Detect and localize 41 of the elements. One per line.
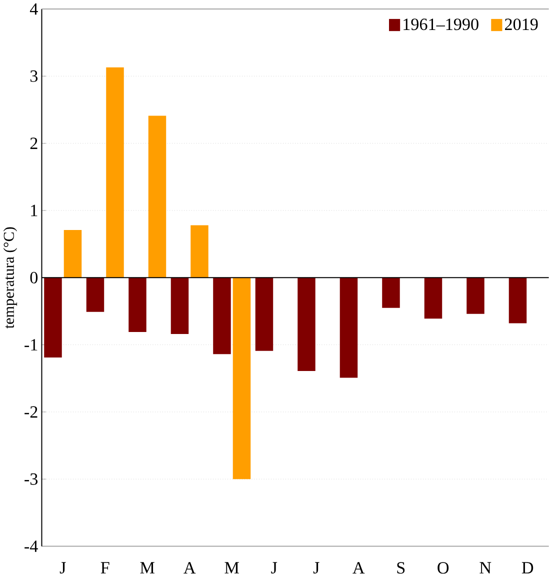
legend-label: 1961–1990 xyxy=(403,18,478,30)
bar xyxy=(106,67,124,278)
bar xyxy=(340,278,358,378)
bar xyxy=(128,278,146,332)
y-tick-label: 4 xyxy=(30,3,38,15)
legend-label: 2019 xyxy=(504,18,538,30)
bar xyxy=(190,225,208,278)
bar xyxy=(382,278,400,308)
bar xyxy=(64,230,82,278)
bar xyxy=(255,278,273,351)
y-tick-label: 3 xyxy=(30,70,38,82)
x-tick-label: J xyxy=(271,562,277,574)
y-tick-label: 2 xyxy=(30,138,38,149)
x-tick-label: J xyxy=(313,562,320,574)
bar xyxy=(213,278,231,354)
x-tick-label: S xyxy=(397,562,404,574)
x-tick-label: D xyxy=(522,562,533,574)
bar xyxy=(86,278,104,312)
x-tick-label: O xyxy=(438,562,448,574)
x-tick-label: J xyxy=(60,562,66,574)
bar xyxy=(424,278,442,319)
bar xyxy=(44,278,62,358)
bar xyxy=(148,116,166,278)
x-tick-label: F xyxy=(100,562,110,574)
x-tick-label: M xyxy=(140,562,154,574)
bar xyxy=(232,278,251,480)
x-tick-label: M xyxy=(224,562,239,574)
x-tick-label: N xyxy=(480,562,492,574)
x-tick-label: A xyxy=(352,562,365,574)
bar xyxy=(508,278,527,324)
y-tick-label: -2 xyxy=(24,406,38,418)
x-tick-label: A xyxy=(184,562,196,574)
bar xyxy=(298,278,316,371)
y-tick-label: -4 xyxy=(24,540,38,552)
bar xyxy=(170,278,188,334)
y-tick-label: -3 xyxy=(24,473,38,485)
y-tick-label: -1 xyxy=(24,339,38,350)
y-tick-label: 0 xyxy=(30,272,38,284)
y-tick-label: 1 xyxy=(31,204,38,216)
bar xyxy=(466,278,484,314)
y-axis-title: temperatura (°C) xyxy=(3,227,17,328)
